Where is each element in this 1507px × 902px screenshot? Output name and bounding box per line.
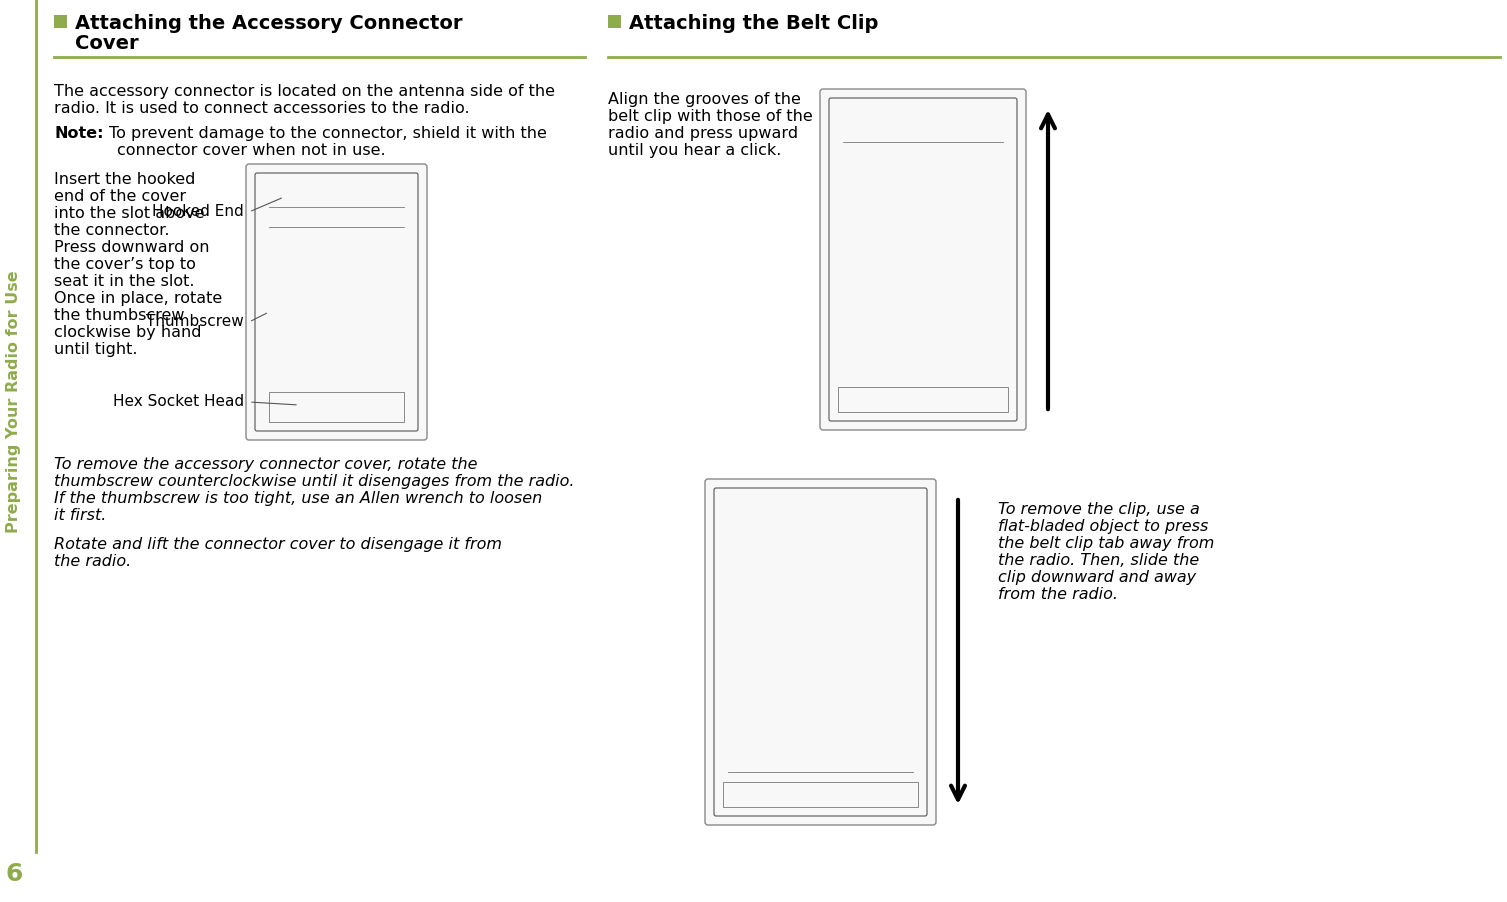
Text: until tight.: until tight. [54,342,137,357]
Text: Attaching the Belt Clip: Attaching the Belt Clip [628,14,879,33]
Text: end of the cover: end of the cover [54,189,187,204]
Text: the radio. Then, slide the: the radio. Then, slide the [998,553,1200,568]
Text: clip downward and away: clip downward and away [998,570,1197,585]
Text: radio. It is used to connect accessories to the radio.: radio. It is used to connect accessories… [54,101,470,116]
Text: The accessory connector is located on the antenna side of the: The accessory connector is located on th… [54,84,555,99]
Text: clockwise by hand: clockwise by hand [54,325,202,340]
Text: the cover’s top to: the cover’s top to [54,257,196,272]
Text: into the slot above: into the slot above [54,206,205,221]
Text: Insert the hooked: Insert the hooked [54,172,196,187]
Text: To prevent damage to the connector, shield it with the: To prevent damage to the connector, shie… [109,126,547,141]
Text: 6: 6 [6,862,23,886]
Text: Once in place, rotate: Once in place, rotate [54,291,222,306]
Text: the connector.: the connector. [54,223,169,238]
Text: from the radio.: from the radio. [998,587,1118,602]
Bar [723,782,918,807]
Text: Hex Socket Head: Hex Socket Head [113,394,244,410]
Text: Press downward on: Press downward on [54,240,209,255]
FancyBboxPatch shape [705,479,936,825]
Text: seat it in the slot.: seat it in the slot. [54,274,194,289]
Text: Note:: Note: [54,126,104,141]
Text: the radio.: the radio. [54,554,131,569]
Text: Preparing Your Radio for Use: Preparing Your Radio for Use [6,271,21,533]
Text: To remove the accessory connector cover, rotate the: To remove the accessory connector cover,… [54,457,478,472]
Text: the thumbscrew: the thumbscrew [54,308,184,323]
Text: connector cover when not in use.: connector cover when not in use. [118,143,386,158]
Text: Align the grooves of the: Align the grooves of the [607,92,800,107]
Text: Thumbscrew: Thumbscrew [146,315,244,329]
FancyBboxPatch shape [820,89,1026,430]
Text: it first.: it first. [54,508,107,523]
Bar [54,15,66,28]
Text: Attaching the Accessory Connector: Attaching the Accessory Connector [75,14,463,33]
Bar [838,387,1008,412]
Text: Cover: Cover [75,34,139,53]
Text: belt clip with those of the: belt clip with those of the [607,109,812,124]
Text: radio and press upward: radio and press upward [607,126,799,141]
Bar [607,15,621,28]
Text: the belt clip tab away from: the belt clip tab away from [998,536,1215,551]
FancyBboxPatch shape [246,164,426,440]
Text: Rotate and lift the connector cover to disengage it from: Rotate and lift the connector cover to d… [54,537,502,552]
Text: If the thumbscrew is too tight, use an Allen wrench to loosen: If the thumbscrew is too tight, use an A… [54,491,543,506]
Text: To remove the clip, use a: To remove the clip, use a [998,502,1200,517]
Text: flat-bladed object to press: flat-bladed object to press [998,519,1209,534]
Text: thumbscrew counterclockwise until it disengages from the radio.: thumbscrew counterclockwise until it dis… [54,474,574,489]
Bar [270,392,404,422]
Text: Hooked End: Hooked End [152,205,244,219]
Text: until you hear a click.: until you hear a click. [607,143,781,158]
